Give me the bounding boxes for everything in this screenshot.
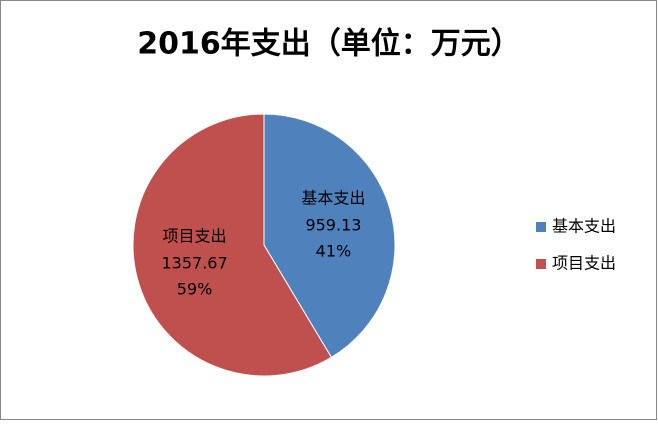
pie-slice xyxy=(132,113,333,377)
legend-label: 基本支出 xyxy=(552,217,616,236)
data-label-name: 项目支出 xyxy=(163,227,227,246)
data-label-percent: 59% xyxy=(177,280,213,299)
legend-label: 项目支出 xyxy=(552,254,616,273)
data-label-percent: 41% xyxy=(316,241,352,260)
legend-swatch xyxy=(536,222,546,232)
data-label-value: 1357.67 xyxy=(161,254,227,273)
chart-title: 2016年支出（单位：万元） xyxy=(137,27,521,62)
data-label-name: 基本支出 xyxy=(301,188,365,207)
data-label-value: 959.13 xyxy=(305,215,361,234)
legend-swatch xyxy=(536,259,546,269)
pie-slice xyxy=(263,113,396,359)
